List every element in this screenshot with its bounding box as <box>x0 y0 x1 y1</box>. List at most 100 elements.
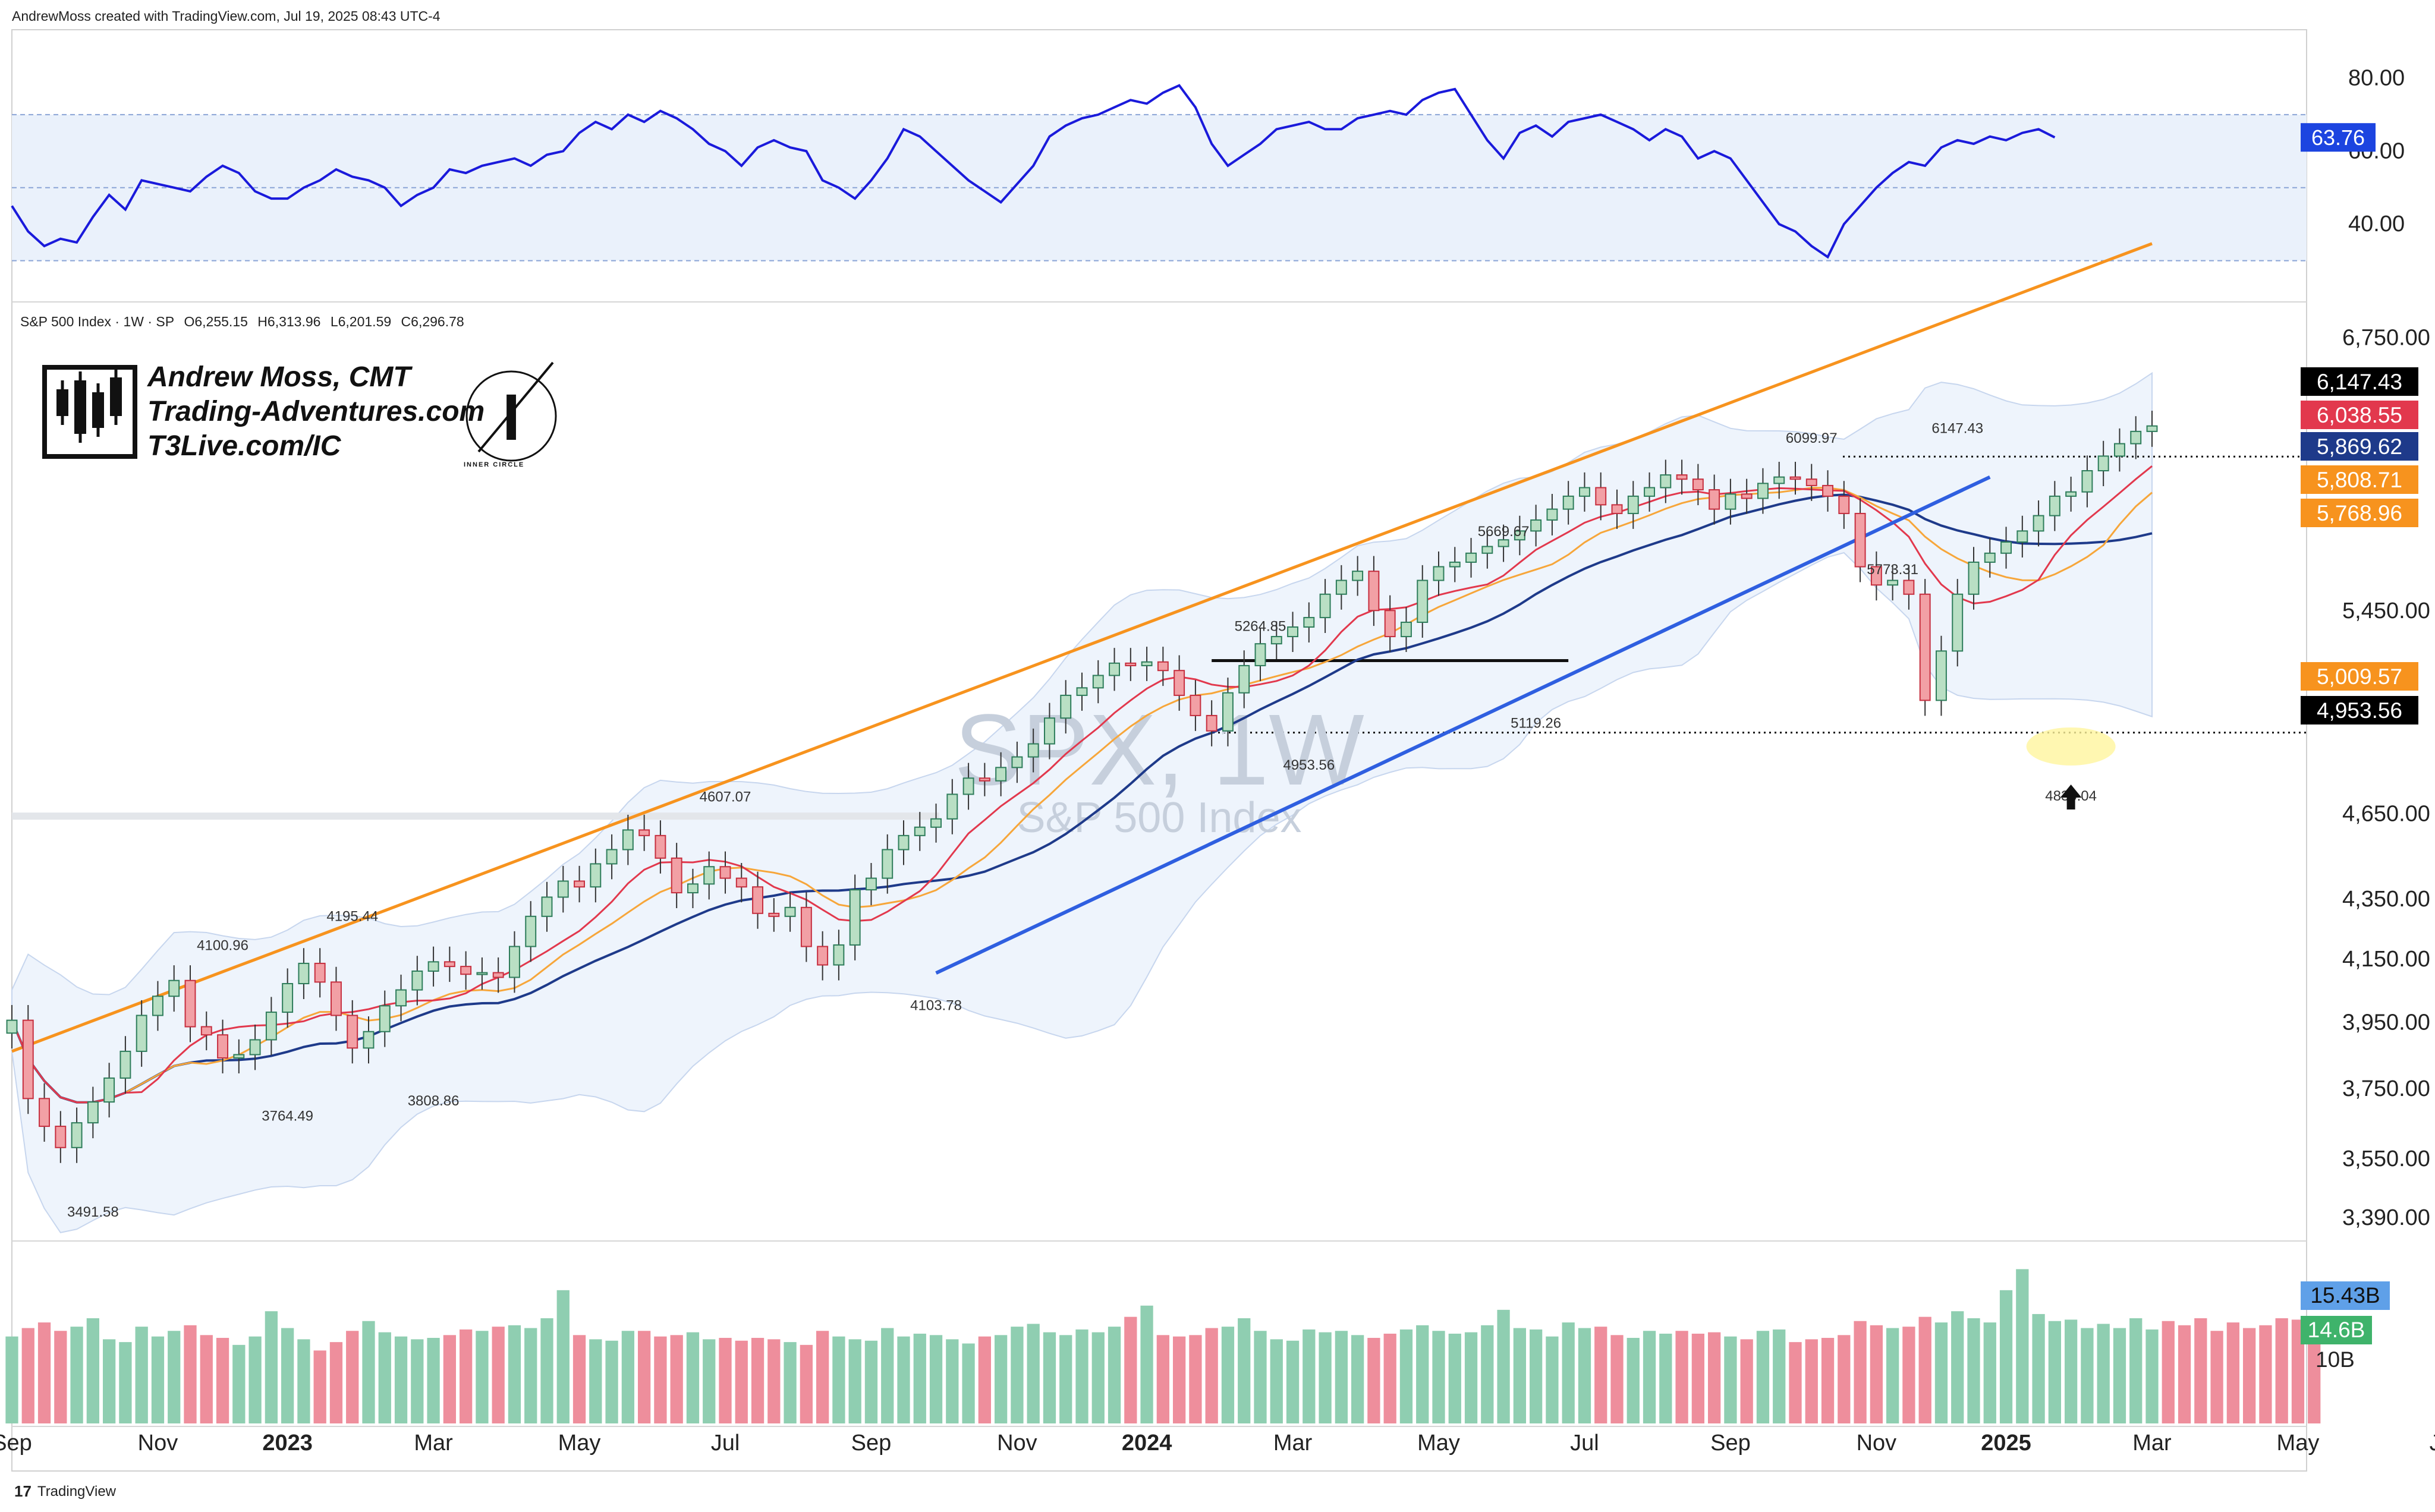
candle-up <box>1498 539 1509 547</box>
candle-up <box>298 962 310 984</box>
volume-bar <box>848 1339 861 1423</box>
candle-down <box>1368 571 1380 612</box>
volume-bar <box>816 1331 829 1423</box>
volume-bar <box>719 1338 732 1423</box>
volume-bar <box>1254 1331 1267 1423</box>
volume-bar <box>281 1328 294 1423</box>
attribution-text: AndrewMoss created with TradingView.com,… <box>12 8 441 24</box>
candle-up <box>2097 455 2109 472</box>
candle-up <box>152 996 163 1016</box>
volume-bar <box>1205 1328 1218 1423</box>
volume-bar <box>492 1327 505 1423</box>
volume-bar <box>443 1335 456 1423</box>
candle-up <box>265 1012 277 1041</box>
candle-down <box>1174 670 1185 696</box>
candle-down <box>217 1034 229 1059</box>
candle-down <box>1822 484 1833 497</box>
time-axis-label: Sep <box>1710 1431 1751 1456</box>
ma-value-label: 6,038.55 <box>2317 403 2402 427</box>
rsi-line <box>11 84 2056 259</box>
volume-badge-2 <box>2301 1316 2372 1344</box>
candle-up <box>866 877 877 891</box>
volume-bar <box>54 1331 67 1423</box>
volume-bar <box>1464 1332 1478 1423</box>
volume-bar <box>929 1335 943 1423</box>
volume-bar <box>184 1325 197 1423</box>
candle-up <box>1076 687 1088 696</box>
price-axis-label: 4,650.00 <box>2342 802 2430 827</box>
volume-bar <box>1546 1336 1559 1423</box>
candle-up <box>282 982 294 1013</box>
candle-down <box>22 1019 34 1100</box>
volume-bar <box>2032 1313 2045 1423</box>
candle-down <box>1384 610 1396 638</box>
volume-bar <box>362 1321 375 1423</box>
candle-down <box>574 880 585 888</box>
candle-down <box>1838 495 1850 514</box>
volume-bar <box>621 1331 634 1423</box>
volume-bar <box>1951 1311 1964 1423</box>
candle-up <box>1044 717 1055 745</box>
ma-value-badge <box>2301 696 2418 724</box>
candle-down <box>55 1126 67 1148</box>
candle-up <box>1984 552 1996 563</box>
volume-bar <box>1351 1335 1364 1423</box>
candle-up <box>687 883 699 894</box>
inner-circle-letter: I <box>502 381 521 454</box>
volume-axis-label: 10B <box>2316 1347 2355 1372</box>
candle-up <box>2016 530 2028 543</box>
volume-bar <box>460 1329 473 1423</box>
volume-bar <box>572 1335 586 1423</box>
volume-bar <box>1659 1333 1672 1423</box>
candle-up <box>833 944 845 966</box>
candle-up <box>71 1122 83 1148</box>
volume-bar <box>1173 1336 1186 1423</box>
volume-bar <box>476 1331 489 1423</box>
volume-bar <box>2259 1325 2272 1423</box>
volume-bar <box>119 1342 132 1423</box>
volume-bar <box>1789 1342 1802 1423</box>
tradingview-footer[interactable]: 17 TradingView <box>14 1482 116 1501</box>
candle-down <box>800 906 812 947</box>
candle-up <box>1222 692 1234 732</box>
price-annotation: 4103.78 <box>910 998 962 1014</box>
candle-down <box>1903 579 1915 595</box>
candle-up <box>1660 474 1672 489</box>
volume-bar <box>1594 1327 1607 1423</box>
candle-up <box>590 863 602 888</box>
volume-bar <box>2129 1318 2143 1423</box>
volume-bar <box>654 1336 667 1423</box>
candle-up <box>1773 476 1785 484</box>
volume-bar <box>670 1335 683 1423</box>
brand-logo-body <box>92 392 104 428</box>
candle-up <box>1417 579 1429 623</box>
candle-up <box>1936 650 1947 701</box>
volume-bar <box>1740 1339 1753 1423</box>
candle-up <box>395 989 407 1007</box>
price-axis-label: 4,150.00 <box>2342 947 2430 972</box>
volume-bar <box>151 1336 165 1423</box>
volume-bar <box>1691 1333 1704 1423</box>
price-annotation: 3491.58 <box>67 1204 119 1220</box>
volume-bar <box>70 1327 83 1423</box>
volume-bar <box>1399 1329 1413 1423</box>
volume-badge-1 <box>2301 1281 2390 1310</box>
volume-bar <box>1156 1335 1169 1423</box>
candle-down <box>331 981 342 1016</box>
volume-bar <box>1773 1329 1786 1423</box>
candle-up <box>2000 541 2012 554</box>
time-axis-label: 2024 <box>1122 1431 1172 1456</box>
price-annotation: 4607.07 <box>700 789 751 805</box>
brand-logo-body <box>110 377 122 416</box>
candle-up <box>2033 515 2044 532</box>
legend-high: H6,313.96 <box>257 314 321 329</box>
volume-bar <box>265 1311 278 1423</box>
candle-up <box>136 1015 147 1052</box>
volume-bar <box>524 1328 537 1423</box>
price-axis-label: 5,450.00 <box>2342 598 2430 623</box>
candle-up <box>1027 743 1039 758</box>
time-axis-label: May <box>558 1431 601 1456</box>
volume-bar <box>1335 1331 1348 1423</box>
ma-value-badge <box>2301 662 2418 691</box>
